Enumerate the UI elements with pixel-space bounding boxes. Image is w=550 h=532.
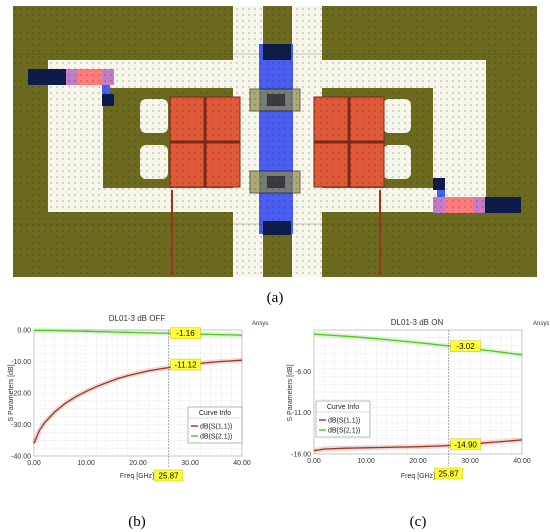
- dot-texture: [13, 6, 537, 277]
- y-tick-label: -10.00: [11, 359, 31, 366]
- x-tick-label: 40.00: [233, 460, 251, 467]
- chart-title: DL01-3 dB ON: [391, 318, 444, 327]
- caption-b: (b): [128, 514, 146, 530]
- caption-c: (c): [410, 514, 427, 530]
- x-tick-label: 0.00: [307, 458, 321, 465]
- legend-entry: dB(S(1,1)): [200, 424, 232, 431]
- x-marker-badge: [434, 467, 463, 480]
- series-line: [313, 333, 523, 356]
- marker-label: -3.02: [456, 342, 475, 351]
- x-tick-label: 40.00: [513, 458, 531, 465]
- x-axis-label: Freq [GHz]: [401, 473, 435, 480]
- marker-badge: [170, 358, 201, 371]
- x-tick-label: 0.00: [27, 460, 41, 467]
- y-tick-label: -40.00: [11, 454, 31, 461]
- chart-off: DL01-3 dB OFF Ansys Freq [GHz] S Paramet…: [8, 314, 268, 482]
- x-tick-label: 30.00: [181, 460, 199, 467]
- x-tick-label: 10.00: [77, 460, 95, 467]
- series-line: [313, 439, 523, 452]
- marker-label: -1.16: [176, 329, 195, 338]
- series-line: [33, 329, 243, 336]
- y-axis-label: S Parameters [dB]: [287, 364, 294, 421]
- marker-badge: [450, 340, 481, 352]
- chart-title: DL01-3 dB OFF: [109, 314, 166, 323]
- legend-entry: dB(S(2,1)): [328, 428, 360, 435]
- marker-label: -14.90: [454, 440, 477, 449]
- chart-on: DL01-3 dB ON Ansys Freq [GHz] S Paramete…: [287, 318, 549, 480]
- x-marker-label: 25.87: [439, 470, 460, 479]
- x-tick-label: 20.00: [129, 460, 147, 467]
- y-tick-label: -6.00: [295, 369, 311, 376]
- y-tick-label: -16.00: [291, 452, 311, 459]
- legend-title: Curve Info: [327, 404, 359, 411]
- marker-label: -11.12: [174, 361, 197, 370]
- caption-a: (a): [267, 290, 284, 306]
- x-axis-label: Freq [GHz]: [120, 473, 154, 480]
- y-tick-label: -20.00: [11, 391, 31, 398]
- x-marker-badge: [154, 469, 183, 482]
- x-tick-label: 20.00: [409, 458, 427, 465]
- x-tick-label: 30.00: [461, 458, 479, 465]
- marker-badge: [450, 438, 481, 451]
- y-tick-label: 0.00: [17, 328, 31, 335]
- legend-box: [187, 406, 243, 444]
- legend-box: [315, 400, 371, 438]
- y-tick-label: -11.00: [292, 410, 311, 417]
- y-axis-label: S Parameters [dB]: [8, 364, 15, 421]
- legend-entry: dB(S(1,1)): [328, 418, 360, 425]
- circuit-layout: [13, 6, 537, 277]
- x-tick-label: 10.00: [357, 458, 375, 465]
- legend-entry: dB(S(2,1)): [200, 434, 232, 441]
- x-marker-label: 25.87: [159, 472, 180, 481]
- series-line: [33, 359, 243, 444]
- brand-label: Ansys: [533, 321, 549, 327]
- marker-badge: [170, 327, 201, 339]
- y-tick-label: -30.00: [11, 422, 31, 429]
- brand-label: Ansys: [252, 321, 268, 327]
- legend-title: Curve Info: [199, 410, 231, 417]
